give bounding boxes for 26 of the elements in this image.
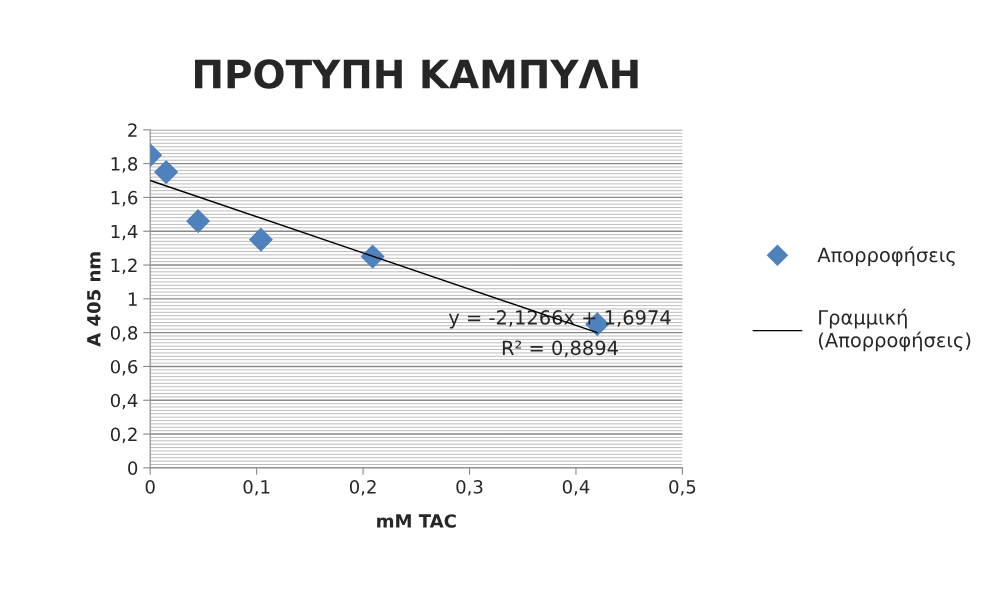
x-tick-label: 0,4 — [562, 479, 590, 496]
x-axis-title: mM TAC — [377, 514, 456, 528]
x-tick-label: 0,1 — [243, 479, 270, 496]
y-tick-label: 1,8 — [111, 157, 138, 173]
legend-label: Απορροφήσεις — [817, 246, 955, 267]
annotation: R² = 0,8894 — [502, 340, 618, 358]
y-tick-label: 1,4 — [111, 224, 138, 241]
legend-label: Γραμμική (Απορροφήσεις) — [818, 308, 971, 352]
y-tick-label: 0,6 — [110, 359, 138, 376]
y-tick-label: 0,2 — [110, 427, 137, 444]
y-tick-label: 0,8 — [110, 326, 138, 342]
point — [249, 227, 273, 252]
x-tick-label: 0,3 — [456, 479, 483, 496]
x-tick-label: 0,5 — [669, 479, 696, 496]
x-tick-label: 0,2 — [349, 479, 376, 496]
y-tick-label: 0 — [128, 461, 138, 475]
point — [154, 160, 178, 184]
y-tick-label: 1 — [128, 292, 137, 306]
chart-title: ΠΡΟΤΥΠΗ ΚΑΜΠΥΛΗ — [195, 59, 638, 89]
point — [186, 209, 210, 233]
y-tick-label: 0,4 — [110, 393, 138, 410]
y-tick-label: 2 — [128, 123, 137, 137]
x-tick-label: 0 — [145, 479, 155, 494]
y-tick-label: 1,2 — [111, 258, 137, 274]
y-tick-label: 1,6 — [111, 190, 138, 207]
y-axis-title: A 405 nm — [86, 252, 101, 347]
